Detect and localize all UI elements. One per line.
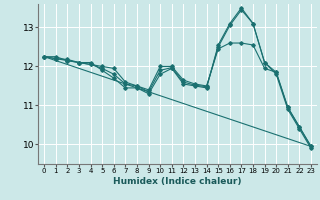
X-axis label: Humidex (Indice chaleur): Humidex (Indice chaleur)	[113, 177, 242, 186]
